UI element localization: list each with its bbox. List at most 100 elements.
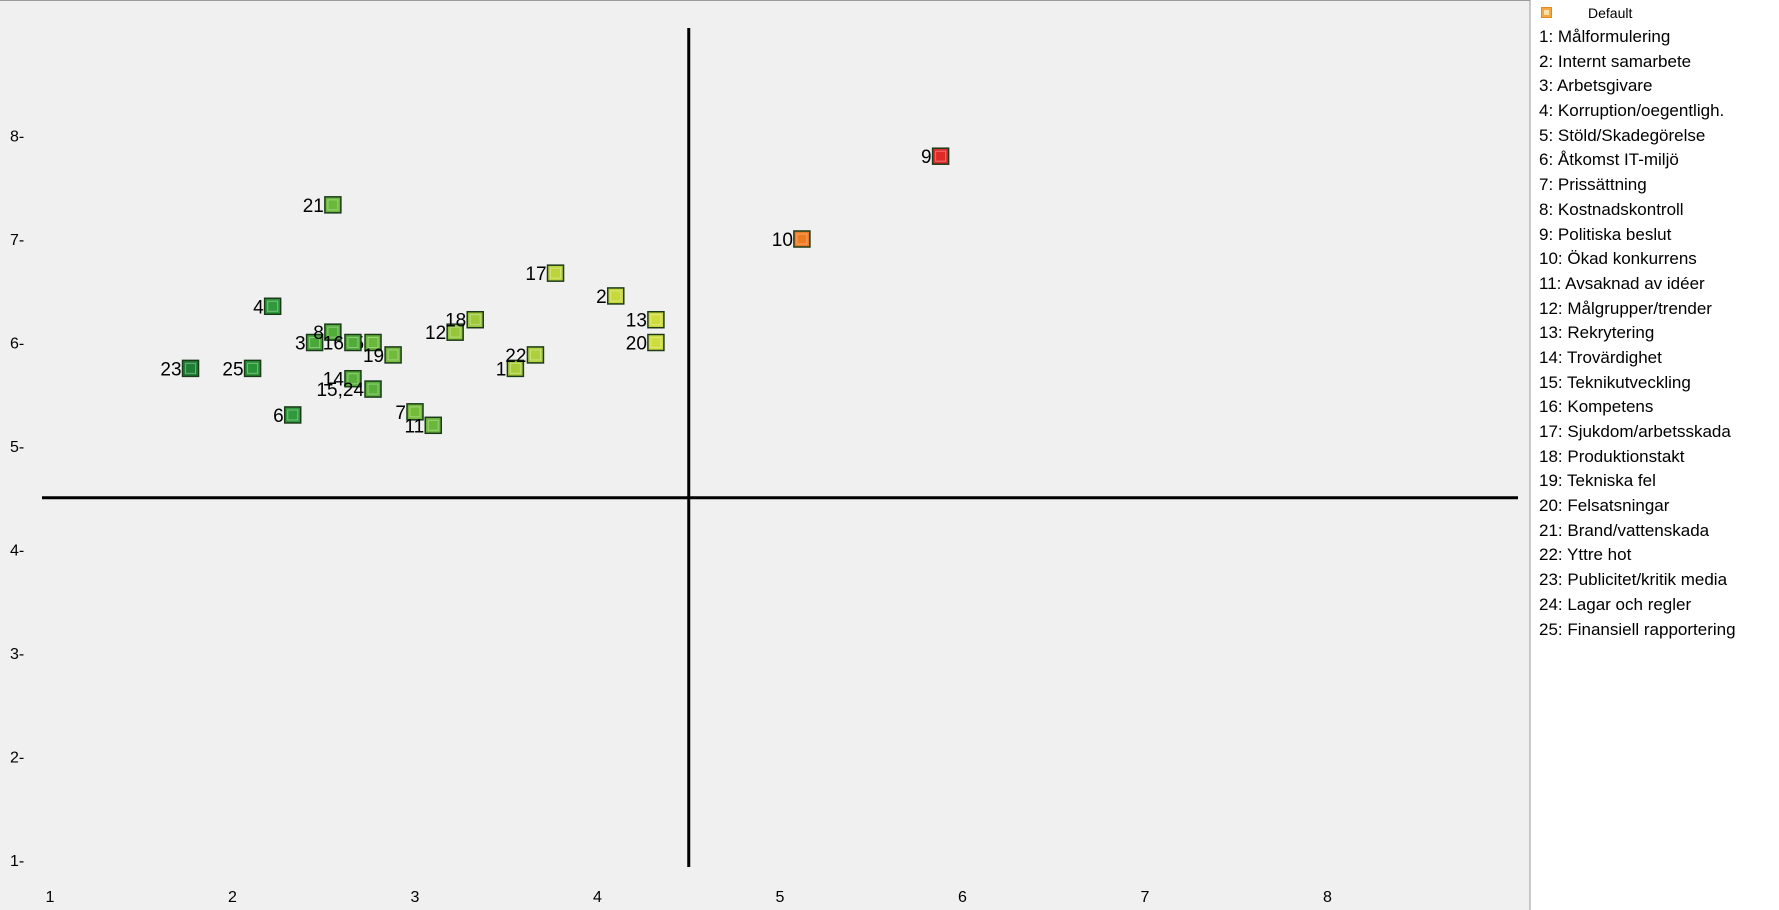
point-marker [243, 359, 262, 378]
point-marker [793, 230, 811, 248]
y-tick-label: 6- [10, 336, 24, 353]
point-marker-highlight [185, 362, 197, 374]
legend-item: 1: Målformulering [1539, 27, 1671, 46]
legend-item: 2: Internt samarbete [1539, 51, 1692, 71]
point-marker [931, 147, 950, 165]
point-marker-highlight [409, 406, 421, 418]
reference-lines [42, 28, 1518, 867]
point-marker [181, 359, 200, 378]
legend-item: 8: Kostnadskontroll [1539, 199, 1684, 219]
point-marker [344, 369, 362, 388]
x-tick-label: 2 [228, 889, 237, 906]
point-marker [344, 333, 362, 352]
data-point: 10 [772, 230, 811, 251]
point-label: 1 [496, 359, 507, 380]
x-tick-label: 7 [1141, 889, 1150, 906]
legend-item: 3: Arbetsgivare [1539, 76, 1653, 96]
x-tick-label: 4 [593, 889, 602, 906]
data-point: 22 [505, 346, 545, 367]
x-tick-label: 8 [1323, 889, 1332, 906]
point-marker-highlight [935, 150, 947, 162]
x-tick-label: 6 [958, 889, 967, 906]
point-marker-highlight [469, 314, 481, 326]
data-point: 12 [425, 323, 464, 344]
y-axis-ticks: 1- 2- 3- 4- 5- 6- 7- 8- [10, 129, 24, 871]
legend-items: 1: Målformulering 2: Internt samarbete 3: … [1538, 25, 1778, 642]
point-label: 11 [405, 416, 425, 437]
point-marker [424, 416, 442, 435]
data-point: 4 [253, 297, 282, 318]
point-marker [384, 346, 402, 364]
y-tick-label: 7- [10, 232, 24, 249]
legend: Default 1: Målformulering 2: Internt sama… [1538, 3, 1778, 642]
legend-item: 20: Felsatsningar [1539, 496, 1670, 516]
point-marker-highlight [327, 199, 339, 211]
point-marker [546, 264, 565, 282]
data-point: 7 [395, 403, 424, 424]
data-point: 8 [313, 323, 342, 344]
point-label: 25 [222, 359, 243, 380]
legend-item: 22: Yttre hot [1539, 545, 1632, 565]
legend-item: 19: Tekniska fel [1539, 471, 1656, 491]
legend-title: Default [1588, 5, 1633, 21]
legend-swatch-icon [1541, 7, 1552, 18]
legend-item: 9: Politiska beslut [1539, 224, 1672, 244]
data-point: 18 [445, 310, 484, 332]
y-tick-label: 2- [10, 750, 24, 767]
point-marker [283, 406, 302, 424]
data-point: 1 [496, 359, 525, 380]
legend-item: 17: Sjukdom/arbetsskada [1539, 422, 1731, 441]
point-label: 18 [445, 311, 466, 332]
point-marker [263, 297, 282, 316]
point-marker [446, 323, 464, 341]
point-label: 8 [313, 323, 324, 344]
data-point: 20 [626, 334, 665, 355]
point-marker-highlight [650, 337, 662, 348]
point-label: 2 [596, 287, 607, 308]
data-point: 23 [160, 359, 200, 380]
legend-item: 18: Produktionstakt [1539, 446, 1685, 466]
point-marker-highlight [610, 290, 622, 302]
point-marker-highlight [287, 409, 299, 421]
point-label: 12 [425, 323, 446, 344]
legend-item: 15: Teknikutveckling [1539, 372, 1691, 392]
point-marker-highlight [387, 349, 399, 361]
x-tick-label: 3 [411, 889, 420, 906]
point-marker [324, 196, 342, 214]
point-marker-highlight [427, 419, 439, 431]
legend-item: 24: Lagar och regler [1539, 594, 1692, 614]
point-marker [324, 323, 342, 341]
legend-item: 14: Trovärdighet [1539, 347, 1662, 367]
data-point: 15,24 [316, 380, 382, 401]
point-marker [466, 310, 484, 329]
legend-item: 21: Brand/vattenskada [1539, 520, 1710, 540]
plot-area [0, 0, 1530, 910]
y-tick-label: 8- [10, 129, 24, 146]
y-tick-label: 1- [10, 853, 24, 870]
data-point: 2 [596, 287, 625, 308]
point-label: 14 [323, 370, 345, 391]
point-label: 19 [363, 346, 384, 367]
y-tick-label: 3- [10, 646, 24, 663]
point-label: 4 [253, 297, 264, 318]
point-marker-highlight [367, 337, 379, 348]
point-label: 9 [921, 147, 932, 168]
point-marker-highlight [449, 326, 461, 338]
data-point: 14 [323, 369, 362, 391]
point-marker-highlight [347, 373, 359, 385]
data-points: 123456789101112131415,241617181920212223… [160, 147, 950, 437]
data-point: 16 [323, 333, 362, 355]
point-marker-highlight [550, 267, 562, 279]
legend-header: Default [1538, 3, 1778, 25]
point-label: 10 [772, 230, 793, 251]
point-label: 13 [626, 311, 647, 332]
point-marker-highlight [267, 300, 279, 312]
point-label: 20 [626, 334, 647, 355]
legend-item: 5: Stöld/Skadegörelse [1539, 125, 1706, 145]
point-marker [406, 403, 424, 421]
data-point: 17 [525, 264, 565, 285]
point-marker [607, 287, 625, 305]
point-marker-highlight [509, 362, 521, 374]
data-point: 25 [222, 359, 262, 380]
